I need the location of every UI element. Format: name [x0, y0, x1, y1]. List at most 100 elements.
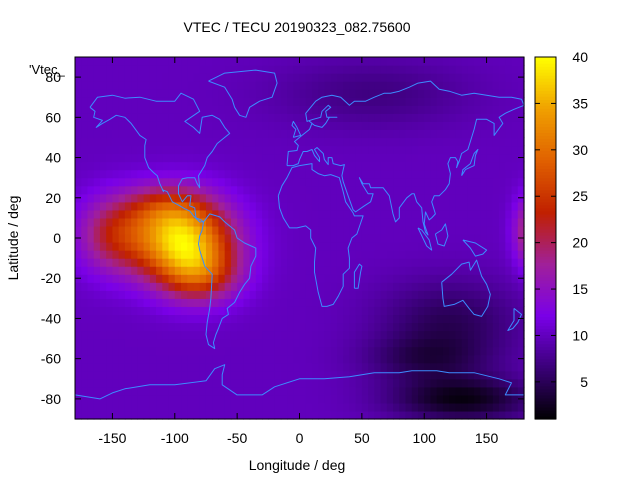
- heat-cell: [436, 402, 444, 412]
- heat-cell: [461, 153, 469, 163]
- colorbar-step: [535, 412, 556, 417]
- heat-cell: [99, 306, 107, 316]
- heat-cell: [480, 217, 488, 227]
- heat-cell: [330, 330, 338, 340]
- heat-cell: [162, 298, 170, 307]
- heat-cell: [499, 274, 506, 283]
- heat-cell: [318, 378, 326, 388]
- heat-cell: [187, 410, 195, 420]
- heat-cell: [436, 242, 444, 251]
- heat-cell: [393, 81, 400, 90]
- heat-cell: [237, 81, 244, 90]
- heat-cell: [480, 97, 488, 106]
- heat-cell: [318, 209, 326, 219]
- heat-cell: [106, 169, 114, 179]
- colorbar-step: [535, 201, 556, 206]
- heat-cell: [349, 338, 357, 348]
- heat-cell: [343, 193, 350, 203]
- heat-cell: [106, 177, 114, 187]
- heat-cell: [380, 282, 388, 291]
- heat-cell: [187, 386, 195, 396]
- heat-cell: [343, 250, 350, 259]
- heat-cell: [118, 153, 126, 163]
- heat-cell: [87, 394, 95, 404]
- heat-cell: [449, 105, 457, 114]
- heat-cell: [124, 250, 132, 259]
- heat-cell: [249, 137, 257, 147]
- heat-cell: [249, 306, 257, 316]
- heat-cell: [268, 258, 276, 267]
- heat-cell: [461, 137, 469, 147]
- heat-cell: [205, 338, 213, 348]
- heat-cell: [368, 370, 375, 380]
- heat-cell: [343, 57, 350, 66]
- heat-cell: [299, 89, 307, 98]
- heat-cell: [124, 65, 132, 74]
- x-tick-label: 100: [413, 430, 437, 446]
- heat-cell: [168, 282, 176, 291]
- heat-cell: [499, 386, 506, 396]
- heat-cell: [486, 410, 494, 420]
- heat-cell: [112, 137, 120, 147]
- heat-cell: [318, 338, 326, 348]
- heat-cell: [374, 378, 382, 388]
- heat-cell: [399, 314, 407, 324]
- heat-cell: [274, 386, 282, 396]
- heat-cell: [411, 330, 419, 340]
- heat-cell: [230, 233, 238, 243]
- heat-cell: [262, 201, 269, 211]
- heat-cell: [417, 129, 425, 139]
- heat-cell: [106, 394, 114, 404]
- heat-cell: [499, 233, 506, 243]
- heat-cell: [299, 314, 307, 324]
- heat-cell: [405, 346, 413, 356]
- heat-cell: [374, 394, 382, 404]
- heat-cell: [311, 193, 319, 203]
- heat-cell: [237, 153, 244, 163]
- heat-cell: [81, 161, 89, 171]
- heat-cell: [343, 394, 350, 404]
- heat-cell: [262, 65, 269, 74]
- heat-cell: [411, 242, 419, 251]
- heat-cell: [492, 57, 500, 66]
- heat-cell: [156, 81, 163, 90]
- heat-cell: [511, 89, 519, 98]
- heat-cell: [336, 105, 344, 114]
- heat-cell: [399, 394, 407, 404]
- heat-cell: [174, 354, 182, 364]
- heat-cell: [368, 242, 375, 251]
- heat-cell: [449, 137, 457, 147]
- heat-cell: [243, 145, 251, 155]
- heat-cell: [287, 57, 294, 66]
- colorbar-step: [535, 343, 556, 348]
- heat-cell: [336, 346, 344, 356]
- heat-cell: [305, 137, 313, 147]
- heat-cell: [131, 217, 138, 227]
- heat-cell: [243, 89, 251, 98]
- heat-cell: [336, 306, 344, 316]
- heat-cell: [81, 394, 89, 404]
- heat-cell: [461, 161, 469, 171]
- heat-cell: [305, 338, 313, 348]
- heat-cell: [368, 113, 375, 122]
- heat-cell: [187, 97, 195, 106]
- heat-cell: [249, 169, 257, 179]
- heat-cell: [193, 217, 201, 227]
- heat-cell: [330, 338, 338, 348]
- heat-cell: [287, 73, 294, 82]
- heat-cell: [474, 193, 481, 203]
- heat-cell: [255, 193, 263, 203]
- heat-cell: [442, 330, 450, 340]
- heat-cell: [355, 378, 363, 388]
- heat-cell: [343, 129, 350, 139]
- heat-cell: [442, 65, 450, 74]
- heat-cell: [311, 370, 319, 380]
- heat-cell: [268, 274, 276, 283]
- heat-cell: [455, 314, 463, 324]
- heat-cell: [156, 354, 163, 364]
- heat-cell: [324, 370, 332, 380]
- heat-cell: [205, 410, 213, 420]
- heat-cell: [287, 129, 294, 139]
- colorbar-step: [535, 322, 556, 327]
- heat-cell: [106, 73, 114, 82]
